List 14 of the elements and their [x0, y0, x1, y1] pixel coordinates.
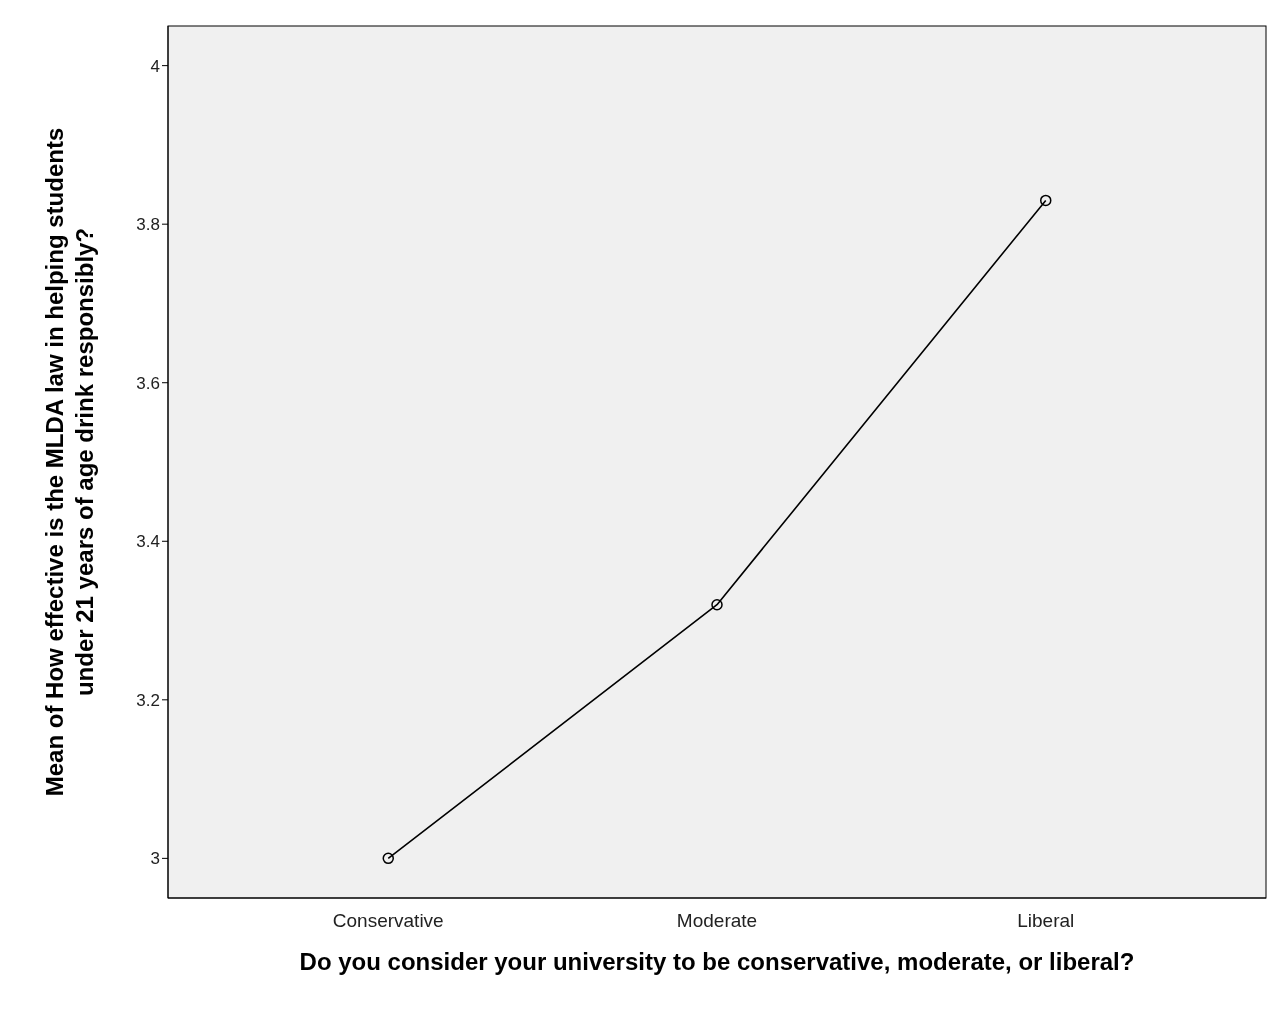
y-tick-label: 3 [150, 849, 160, 869]
y-tick-label: 3.4 [136, 532, 160, 552]
point [1039, 194, 1052, 207]
y-tick-label: 3.6 [136, 373, 160, 393]
y-axis-title: Mean of How effective is the MLDA law in helping students under 21 years of age drink responsibly? [41, 127, 98, 797]
y-tick-label: 4 [150, 56, 160, 76]
y-tick-label: 3.2 [136, 690, 160, 710]
x-tick-label: Liberal [1017, 910, 1075, 932]
point [711, 598, 723, 611]
point [382, 852, 395, 865]
x-tick-label: Moderate [676, 910, 758, 932]
y-tick-label: 3.8 [136, 215, 160, 235]
x-tick-label: Conservative [332, 910, 444, 932]
x-axis-title: Do you consider your university to be conservative, moderate, or liberal? [299, 948, 1135, 975]
